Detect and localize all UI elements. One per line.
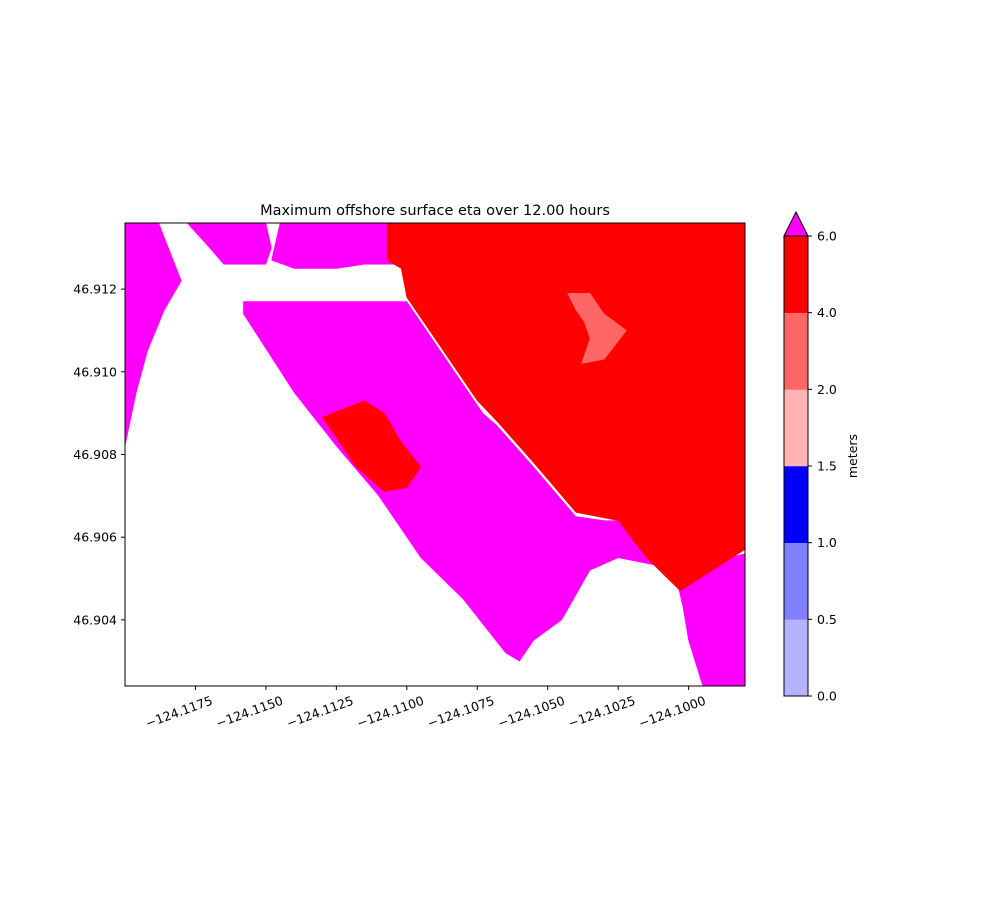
colorbar-tick-label: 4.0	[817, 305, 837, 320]
colorbar-band	[784, 466, 808, 543]
y-tick-label: 46.910	[73, 364, 117, 379]
colorbar-tick-label: 6.0	[817, 229, 837, 244]
contour-region-1	[124, 222, 182, 447]
colorbar-band	[784, 312, 808, 390]
contour-region-7	[321, 400, 422, 492]
contour-region-6	[386, 222, 746, 592]
contour-region-4	[243, 301, 662, 662]
y-tick-label: 46.908	[73, 447, 117, 462]
y-tick-label: 46.904	[73, 612, 117, 627]
x-tick-label: −124.1050	[496, 693, 567, 731]
x-tick-label: −124.1150	[214, 693, 285, 731]
colorbar-band	[784, 619, 808, 697]
plot-area: −124.1175 −124.1150 −124.1125 −124.1100 −124…	[73, 222, 746, 731]
x-tick-label: −124.1000	[637, 693, 708, 731]
y-tick-label: 46.906	[73, 530, 117, 545]
colorbar-ticks: 0.0 0.5 1.0 1.5 2.0 4.0 6.0	[808, 229, 837, 704]
x-tick-label: −124.1100	[355, 693, 426, 731]
contour-region-3	[271, 222, 408, 269]
y-axis-ticks: 46.904 46.906 46.908 46.910 46.912	[73, 282, 125, 627]
contour-region-8	[567, 293, 627, 364]
x-tick-label: −124.1025	[566, 693, 637, 731]
colorbar-tick-label: 0.5	[817, 612, 837, 627]
colorbar-band	[784, 389, 808, 467]
colorbar-band	[784, 236, 808, 313]
colorbar-tick-label: 0.0	[817, 689, 837, 704]
x-tick-label: −124.1175	[143, 693, 214, 731]
contour-regions	[124, 222, 746, 687]
colorbar-tick-label: 1.0	[817, 535, 837, 550]
colorbar-bands	[783, 210, 809, 697]
x-axis-ticks: −124.1175 −124.1150 −124.1125 −124.1100 −124…	[143, 686, 708, 731]
colorbar-tick-label: 2.0	[817, 382, 837, 397]
chart-title: Maximum offshore surface eta over 12.00 …	[260, 203, 610, 219]
colorbar: 0.0 0.5 1.0 1.5 2.0 4.0 6.0 meters	[783, 210, 860, 704]
colorbar-band	[784, 542, 808, 620]
x-tick-label: −124.1125	[284, 693, 355, 731]
colorbar-tick-label: 1.5	[817, 459, 837, 474]
y-tick-label: 46.912	[73, 282, 117, 297]
colorbar-label: meters	[845, 434, 860, 478]
colorbar-extend-arrow	[783, 210, 809, 237]
x-tick-label: −124.1075	[425, 693, 496, 731]
